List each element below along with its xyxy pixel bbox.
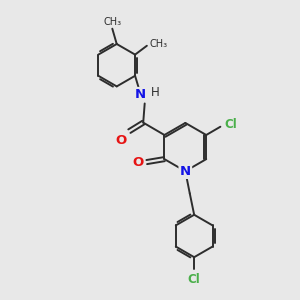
Text: N: N [180, 165, 191, 178]
Text: Cl: Cl [224, 118, 237, 131]
Text: O: O [115, 134, 126, 146]
Text: N: N [135, 88, 146, 100]
Text: H: H [151, 86, 159, 99]
Text: CH₃: CH₃ [150, 39, 168, 49]
Text: O: O [133, 156, 144, 169]
Text: CH₃: CH₃ [103, 16, 122, 27]
Text: Cl: Cl [188, 273, 200, 286]
